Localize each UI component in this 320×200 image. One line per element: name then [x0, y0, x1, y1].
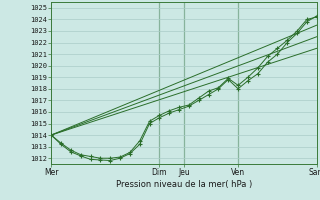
X-axis label: Pression niveau de la mer( hPa ): Pression niveau de la mer( hPa )	[116, 180, 252, 189]
